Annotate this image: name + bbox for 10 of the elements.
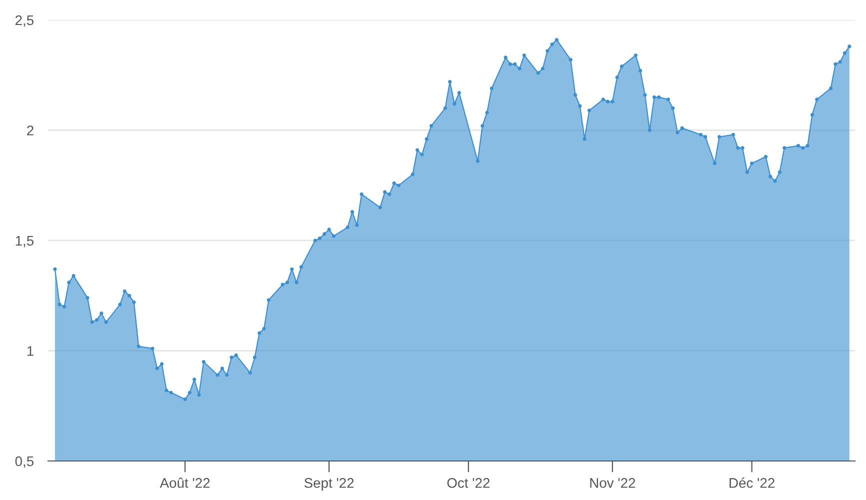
y-tick-label: 1,5 [16,236,34,248]
x-tick-label: Nov '22 [590,478,636,488]
x-tick-label: Août '22 [160,478,210,488]
x-tick-label: Sept '22 [304,478,354,491]
y-tick-label: 2 [27,126,34,136]
y-tick-label: 1 [27,346,34,356]
y-tick-label: 2,5 [16,15,34,27]
y-tick-label: 0,5 [15,456,34,468]
x-tick-label: Oct '22 [447,478,490,488]
x-tick-label: Déc '22 [730,478,774,488]
